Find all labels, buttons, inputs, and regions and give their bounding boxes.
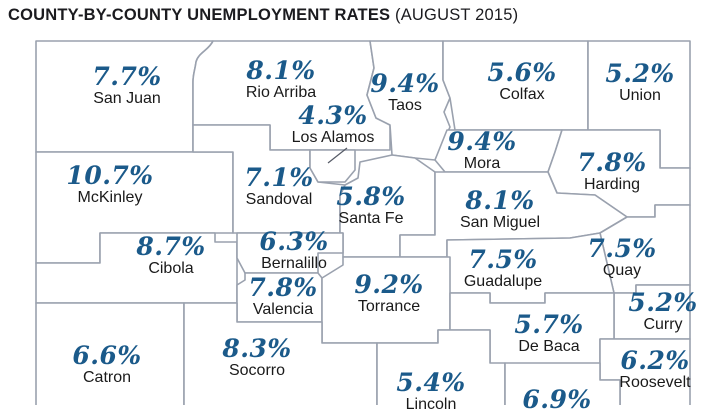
page-title-main: COUNTY-BY-COUNTY UNEMPLOYMENT RATES	[8, 6, 391, 24]
county-map	[35, 40, 691, 405]
los-alamos-leader-line	[327, 147, 348, 164]
county-shape-chaves	[504, 362, 621, 405]
county-shape-los-alamos	[309, 149, 356, 183]
county-shape-bernalillo	[236, 232, 344, 274]
page-title: COUNTY-BY-COUNTY UNEMPLOYMENT RATES (AUG…	[8, 6, 518, 25]
county-shape-colfax	[442, 40, 589, 131]
county-shape-catron	[35, 302, 185, 405]
county-shape-curry	[613, 284, 691, 340]
county-shape-valencia	[236, 272, 323, 323]
county-shape-socorro	[183, 302, 378, 405]
county-shape-lincoln	[376, 329, 506, 405]
page-title-suffix: (AUGUST 2015)	[390, 6, 519, 24]
county-shape-san-juan	[35, 40, 214, 153]
county-shape-torrance	[321, 256, 451, 344]
county-shape-mora	[434, 129, 563, 173]
